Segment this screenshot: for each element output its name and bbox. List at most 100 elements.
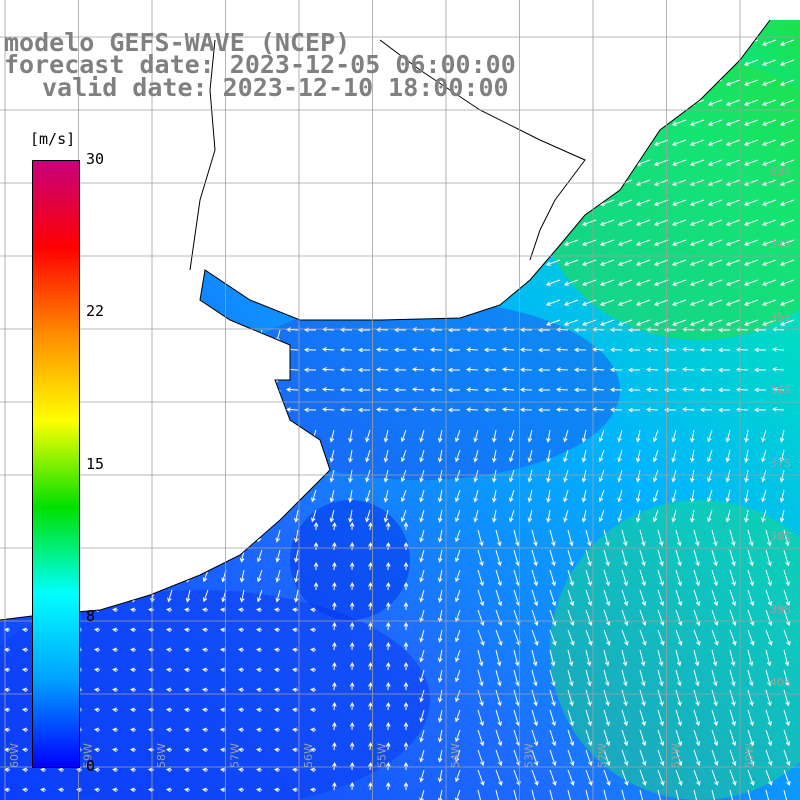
wind-arrow bbox=[167, 569, 173, 583]
wind-arrow bbox=[519, 407, 533, 413]
wind-arrow bbox=[113, 449, 119, 463]
wind-arrow bbox=[585, 649, 592, 667]
wind-arrow bbox=[339, 367, 353, 373]
wind-arrow bbox=[454, 689, 461, 703]
wind-arrow bbox=[707, 489, 713, 503]
wind-arrow bbox=[309, 647, 317, 653]
wind-arrow bbox=[331, 681, 337, 691]
wind-arrow bbox=[603, 549, 610, 567]
wind-arrow bbox=[165, 667, 173, 673]
wind-arrow bbox=[711, 609, 719, 627]
wind-arrow bbox=[385, 541, 391, 551]
wind-arrow bbox=[165, 647, 173, 653]
wind-arrow bbox=[585, 609, 593, 627]
wind-arrow bbox=[519, 347, 533, 353]
wind-arrow bbox=[375, 327, 389, 332]
wind-arrow bbox=[400, 469, 407, 483]
wind-arrow bbox=[339, 387, 353, 393]
wind-arrow bbox=[617, 99, 633, 106]
wind-arrow bbox=[23, 529, 29, 543]
wind-arrow bbox=[477, 709, 484, 727]
wind-arrow bbox=[309, 767, 317, 773]
wind-arrow bbox=[617, 219, 633, 226]
wind-arrow bbox=[256, 449, 263, 463]
wind-arrow bbox=[294, 449, 299, 463]
wind-arrow bbox=[627, 387, 640, 393]
wind-arrow bbox=[275, 489, 281, 503]
wind-arrow bbox=[147, 767, 155, 773]
wind-arrow bbox=[256, 409, 263, 423]
wind-arrow bbox=[707, 509, 713, 523]
wind-arrow bbox=[563, 449, 569, 463]
wind-arrow bbox=[690, 429, 695, 443]
wind-arrow bbox=[581, 429, 587, 443]
wind-arrow bbox=[111, 627, 119, 633]
wind-arrow bbox=[303, 367, 317, 373]
wind-arrow bbox=[617, 489, 623, 503]
wind-arrow bbox=[275, 449, 281, 463]
wind-arrow bbox=[131, 509, 137, 523]
wind-arrow bbox=[183, 647, 191, 653]
wind-arrow bbox=[291, 647, 299, 653]
wind-arrow bbox=[237, 667, 245, 673]
wind-arrow bbox=[707, 39, 723, 46]
wind-arrow bbox=[21, 607, 29, 613]
wind-arrow bbox=[339, 327, 353, 333]
wind-arrow bbox=[635, 119, 651, 126]
wind-arrow bbox=[639, 769, 647, 787]
wind-arrow bbox=[4, 449, 11, 463]
wind-arrow bbox=[96, 549, 101, 563]
wind-arrow bbox=[167, 489, 173, 503]
wind-arrow bbox=[111, 787, 119, 793]
wind-arrow bbox=[729, 749, 737, 767]
wind-arrow bbox=[93, 667, 101, 673]
wind-arrow bbox=[567, 609, 575, 627]
wind-arrow bbox=[671, 79, 687, 86]
wind-arrow bbox=[707, 139, 723, 146]
wind-arrow bbox=[447, 407, 460, 413]
wind-arrow bbox=[761, 119, 777, 126]
wind-arrow bbox=[239, 409, 245, 423]
wind-arrow bbox=[201, 707, 209, 713]
wind-arrow bbox=[653, 259, 669, 266]
wind-arrow bbox=[495, 789, 502, 800]
wind-arrow bbox=[725, 429, 731, 443]
wind-arrow bbox=[675, 529, 682, 547]
wind-arrow bbox=[657, 549, 664, 567]
wind-arrow bbox=[385, 781, 391, 791]
wind-arrow bbox=[783, 649, 790, 667]
wind-arrow bbox=[375, 387, 389, 392]
wind-arrow bbox=[563, 119, 579, 126]
wind-arrow bbox=[473, 429, 479, 443]
wind-arrow bbox=[309, 667, 317, 673]
wind-arrow bbox=[675, 729, 683, 747]
wind-arrow bbox=[635, 39, 651, 46]
wind-arrow bbox=[437, 529, 443, 543]
wind-arrow bbox=[349, 521, 355, 531]
wind-arrow bbox=[657, 789, 664, 800]
wind-arrow bbox=[454, 669, 461, 683]
wind-arrow bbox=[563, 489, 569, 503]
wind-arrow bbox=[331, 661, 337, 671]
wind-arrow bbox=[761, 199, 777, 206]
wind-arrow bbox=[21, 687, 29, 693]
wind-arrow bbox=[368, 742, 373, 751]
wind-arrow bbox=[495, 569, 502, 587]
wind-arrow bbox=[711, 649, 718, 667]
wind-arrow bbox=[256, 429, 263, 443]
wind-arrow bbox=[495, 669, 502, 687]
wind-arrow bbox=[563, 509, 569, 523]
wind-arrow bbox=[437, 449, 443, 463]
wind-arrow bbox=[693, 689, 700, 707]
wind-arrow bbox=[729, 589, 737, 607]
wind-arrow bbox=[689, 279, 705, 286]
wind-arrow bbox=[349, 681, 355, 691]
wind-arrow bbox=[545, 79, 561, 86]
wind-arrow bbox=[348, 429, 353, 443]
wind-arrow bbox=[419, 709, 425, 723]
wind-arrow bbox=[202, 589, 209, 603]
wind-arrow bbox=[519, 327, 533, 333]
wind-arrow bbox=[779, 259, 795, 266]
wind-arrow bbox=[699, 407, 713, 413]
wind-arrow bbox=[711, 549, 718, 567]
